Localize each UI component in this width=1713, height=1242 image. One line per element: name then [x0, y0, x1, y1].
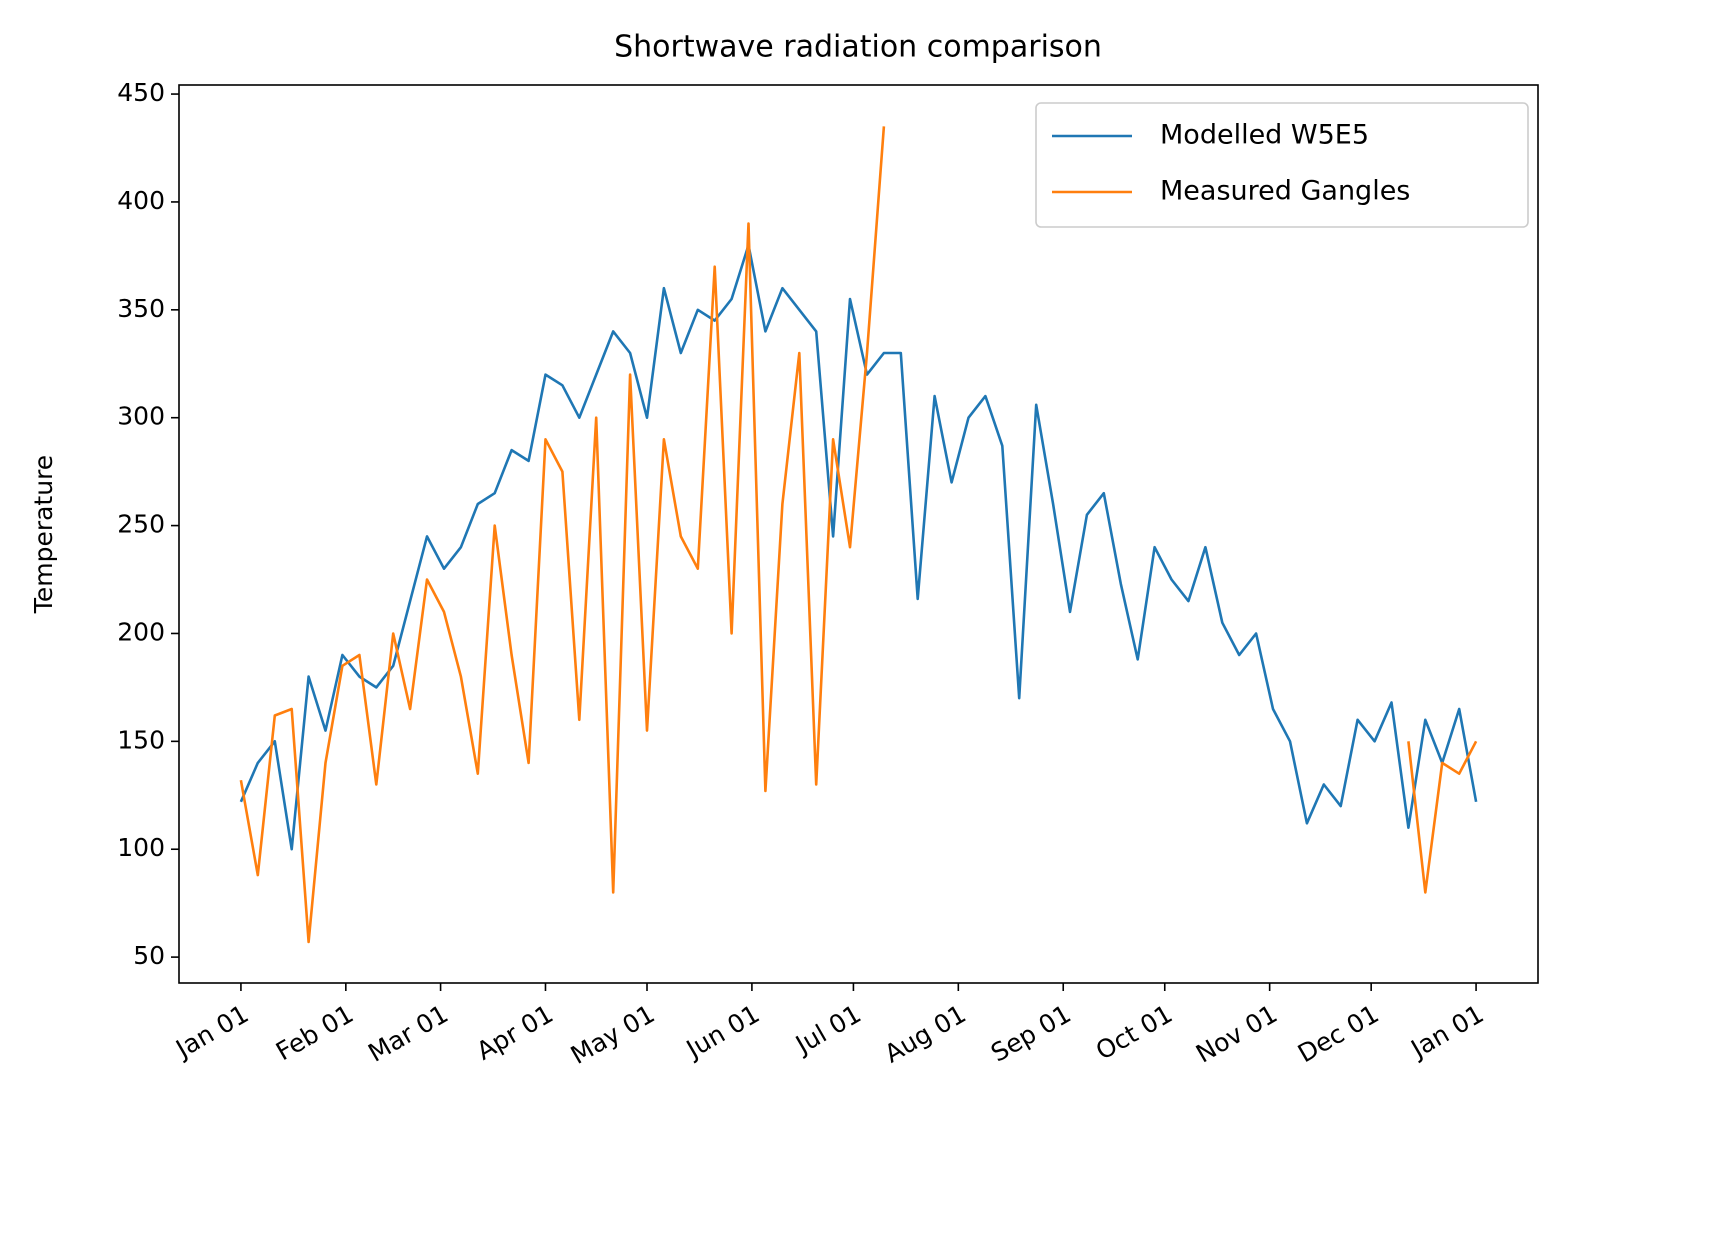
y-tick-label: 350	[117, 294, 165, 323]
x-tick-label: Apr 01	[472, 999, 558, 1066]
y-tick-label: 200	[117, 617, 165, 646]
y-tick-label: 250	[117, 510, 165, 539]
y-tick-label: 300	[117, 402, 165, 431]
legend-label: Modelled W5E5	[1160, 120, 1369, 151]
y-tick-label: 150	[117, 725, 165, 754]
x-tick-label: Oct 01	[1091, 999, 1177, 1066]
x-tick-label: May 01	[566, 999, 660, 1070]
legend-label: Measured Gangles	[1160, 176, 1410, 207]
x-tick-label: Jul 01	[789, 999, 866, 1060]
y-tick-label: 50	[133, 941, 165, 970]
y-axis-label: Temperature	[29, 455, 58, 614]
x-tick-label: Jun 01	[680, 999, 764, 1065]
chart-title: Shortwave radiation comparison	[614, 30, 1102, 65]
x-tick-label: Sep 01	[986, 999, 1076, 1068]
x-tick-label: Jan 01	[169, 999, 253, 1064]
x-tick-label: Feb 01	[271, 999, 358, 1066]
series-line	[239, 243, 1478, 851]
x-tick-label: Nov 01	[1191, 999, 1282, 1068]
x-tick-label: Aug 01	[880, 999, 971, 1068]
x-tick-label: Mar 01	[363, 999, 453, 1068]
x-tick-label: Dec 01	[1293, 999, 1384, 1068]
legend-box	[1035, 102, 1529, 228]
y-tick-label: 400	[117, 186, 165, 215]
y-tick-label: 100	[117, 833, 165, 862]
y-tick-label: 450	[117, 78, 165, 107]
plot-frame	[178, 84, 1539, 984]
x-tick-label: Jan 01	[1405, 999, 1489, 1064]
series-line	[239, 126, 1478, 944]
